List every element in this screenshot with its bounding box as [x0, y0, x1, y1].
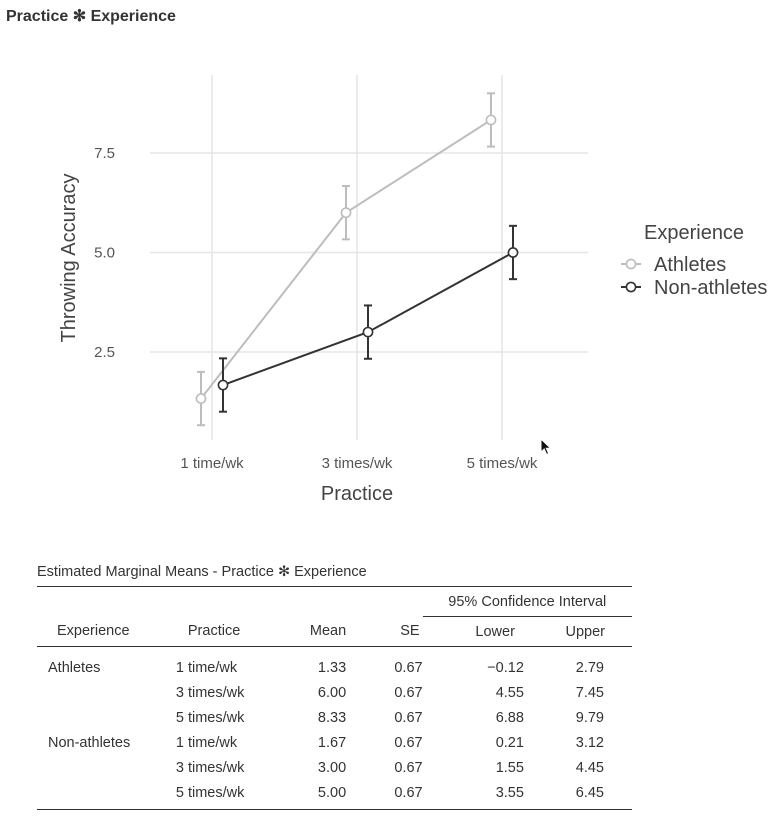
- table-cell: 3.12: [575, 734, 604, 751]
- table-cell: 3.55: [422, 780, 524, 810]
- table-cell: 3.00: [317, 759, 347, 776]
- x-tick-label: 3 times/wk: [322, 455, 393, 472]
- column-header: SE: [346, 616, 423, 647]
- interaction-plot: 2.5 5.0 7.5 1 time/wk 3 times/wk 5 times/wk Pr…: [58, 75, 767, 505]
- table-cell: 6.88: [495, 709, 524, 726]
- y-tick-label: 7.5: [94, 145, 115, 162]
- table-cell: 3 times/wk: [175, 684, 245, 701]
- table-cell: 2.79: [575, 659, 604, 676]
- legend-title: Experience: [644, 222, 744, 244]
- table-cell: 6.45: [523, 780, 632, 810]
- y-tick-label: 5.0: [94, 245, 115, 262]
- data-point: [340, 207, 352, 219]
- table-row: 3 times/wk 6.00 0.67 4.55 7.45: [37, 680, 632, 705]
- x-axis-title: Practice: [321, 483, 393, 505]
- table-row: Non-athletes 1 time/wk 1.67 0.67 0.21 3.12: [37, 730, 632, 755]
- table-cell: 3 times/wk: [175, 759, 245, 776]
- section-title: Practice ✻ Experience: [6, 8, 176, 25]
- mouse-cursor-icon: [540, 438, 552, 456]
- table-cell: 4.55: [495, 684, 524, 701]
- table-title: Estimated Marginal Means - Practice ✻ Ex…: [37, 564, 367, 580]
- table-cell: 5 times/wk: [175, 709, 245, 726]
- table-cell: Non-athletes: [48, 734, 131, 751]
- table-cell: [37, 780, 176, 810]
- ci-header: 95% Confidence Interval: [422, 587, 632, 617]
- table-header-row: Experience Practice Mean SE Lower Upper: [37, 616, 632, 647]
- table-cell: 0.67: [394, 659, 423, 676]
- data-point: [217, 379, 229, 391]
- table-cell: 0.67: [394, 759, 423, 776]
- legend-key-marker: [625, 258, 637, 270]
- table-cell: 0.67: [394, 684, 423, 701]
- column-header: Upper: [523, 616, 632, 647]
- data-point: [362, 326, 374, 338]
- column-header: Practice: [175, 616, 291, 647]
- legend-key-marker: [625, 281, 637, 293]
- data-point: [195, 393, 207, 404]
- table-cell: 1.67: [317, 734, 347, 751]
- x-tick-label: 1 time/wk: [180, 455, 244, 472]
- x-tick-label: 5 times/wk: [467, 455, 538, 472]
- table-cell: 0.67: [394, 709, 423, 726]
- table-cell: 5 times/wk: [175, 780, 291, 810]
- y-tick-label: 2.5: [94, 344, 115, 361]
- estimated-marginal-means-table: 95% Confidence Interval Experience Pract…: [37, 586, 632, 810]
- column-header: Lower: [422, 616, 524, 647]
- table-row: Athletes 1 time/wk 1.33 0.67 −0.12 2.79: [37, 655, 632, 680]
- table-cell: 9.79: [575, 709, 604, 726]
- table-cell: 0.67: [394, 734, 423, 751]
- legend-label: Athletes: [654, 254, 726, 276]
- table-row: 5 times/wk 8.33 0.67 6.88 9.79: [37, 705, 632, 730]
- table-cell: 4.45: [575, 759, 604, 776]
- table-cell: 7.45: [575, 684, 604, 701]
- data-point: [507, 247, 519, 258]
- table-cell: 8.33: [317, 709, 347, 726]
- table-cell: 0.21: [495, 734, 524, 751]
- legend-label: Non-athletes: [654, 277, 767, 299]
- table-cell: [37, 705, 176, 730]
- table-cell: 1 time/wk: [175, 659, 238, 676]
- table-cell: Athletes: [48, 659, 101, 676]
- table-row: 5 times/wk 5.00 0.67 3.55 6.45: [37, 780, 632, 810]
- table-cell: −0.12: [487, 659, 524, 676]
- table-cell: 6.00: [317, 684, 347, 701]
- column-header: Experience: [37, 616, 176, 647]
- table-cell: [37, 755, 176, 780]
- table-cell: [37, 680, 176, 705]
- table-cell: 1.55: [495, 759, 524, 776]
- table-cell: 1.33: [317, 659, 347, 676]
- y-axis-title: Throwing Accuracy: [58, 174, 80, 343]
- table-cell: 5.00: [290, 780, 347, 810]
- table-cell: 1 time/wk: [175, 734, 238, 751]
- table-cell: 0.67: [346, 780, 423, 810]
- column-header: Mean: [290, 616, 347, 647]
- series-line: [200, 119, 492, 400]
- table-row: 3 times/wk 3.00 0.67 1.55 4.45: [37, 755, 632, 780]
- data-point: [485, 114, 497, 126]
